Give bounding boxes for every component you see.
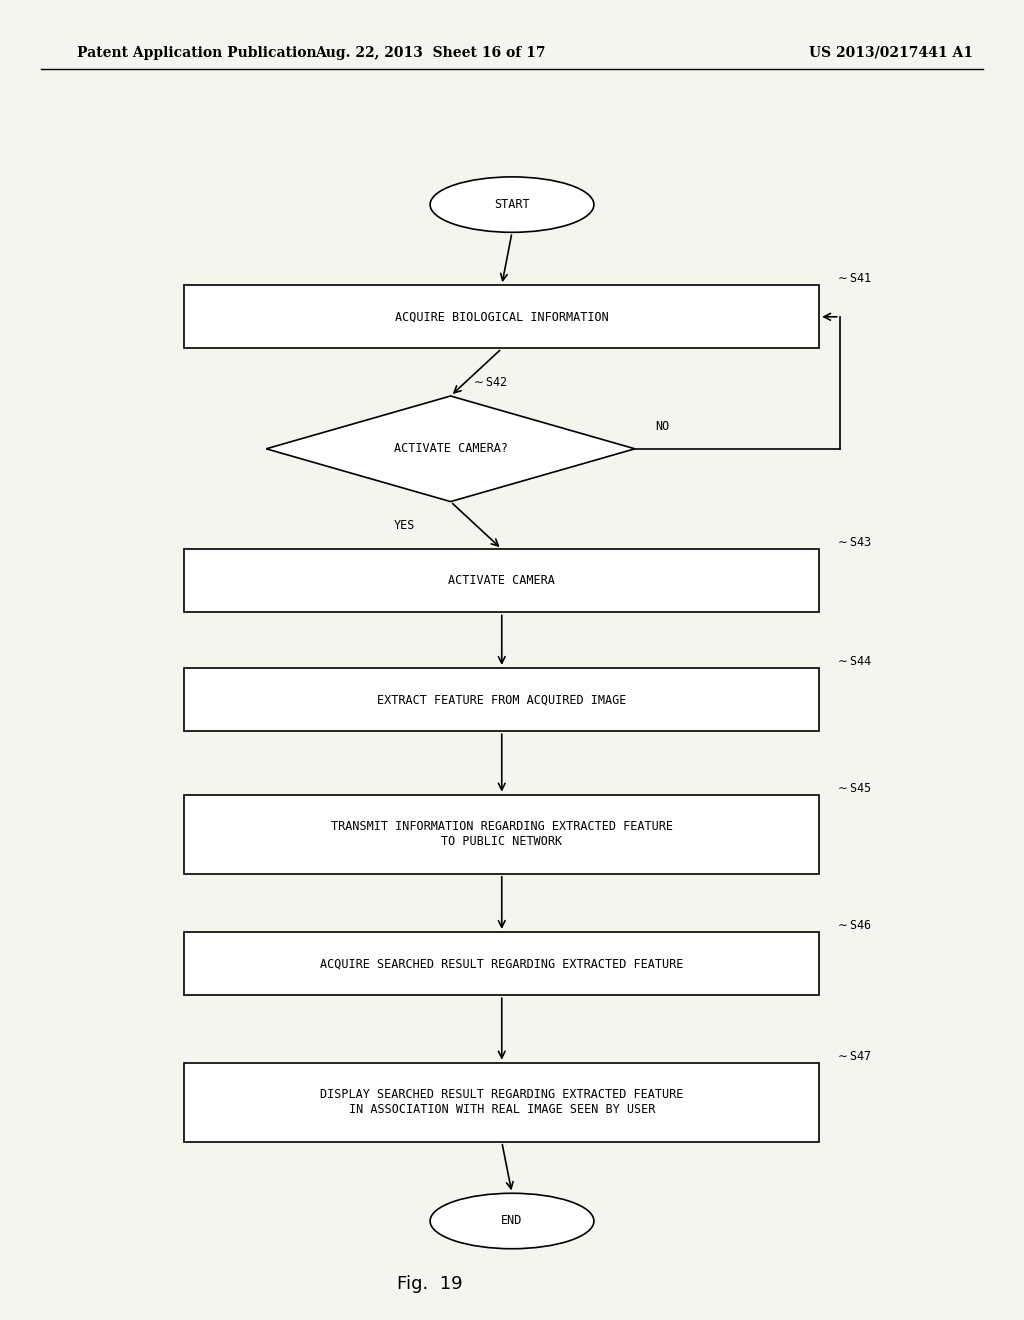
Bar bbox=[184, 668, 819, 731]
Text: $\sim$S41: $\sim$S41 bbox=[835, 272, 871, 285]
Text: ACQUIRE BIOLOGICAL INFORMATION: ACQUIRE BIOLOGICAL INFORMATION bbox=[395, 310, 608, 323]
Bar bbox=[184, 1063, 819, 1142]
Text: DISPLAY SEARCHED RESULT REGARDING EXTRACTED FEATURE
IN ASSOCIATION WITH REAL IMA: DISPLAY SEARCHED RESULT REGARDING EXTRAC… bbox=[321, 1088, 683, 1117]
Text: EXTRACT FEATURE FROM ACQUIRED IMAGE: EXTRACT FEATURE FROM ACQUIRED IMAGE bbox=[377, 693, 627, 706]
Bar bbox=[184, 932, 819, 995]
Text: $\sim$S47: $\sim$S47 bbox=[835, 1049, 871, 1063]
Ellipse shape bbox=[430, 1193, 594, 1249]
Text: $\sim$S45: $\sim$S45 bbox=[835, 781, 871, 795]
Text: Patent Application Publication: Patent Application Publication bbox=[77, 46, 316, 59]
Text: $\sim$S44: $\sim$S44 bbox=[835, 655, 871, 668]
Text: Fig.  19: Fig. 19 bbox=[397, 1275, 463, 1294]
Bar bbox=[184, 285, 819, 348]
Text: YES: YES bbox=[393, 519, 415, 532]
Text: END: END bbox=[502, 1214, 522, 1228]
Text: $\sim$S46: $\sim$S46 bbox=[835, 919, 871, 932]
Polygon shape bbox=[266, 396, 635, 502]
Text: US 2013/0217441 A1: US 2013/0217441 A1 bbox=[809, 46, 973, 59]
Ellipse shape bbox=[430, 177, 594, 232]
Text: ACQUIRE SEARCHED RESULT REGARDING EXTRACTED FEATURE: ACQUIRE SEARCHED RESULT REGARDING EXTRAC… bbox=[321, 957, 683, 970]
Text: NO: NO bbox=[655, 420, 670, 433]
Bar bbox=[184, 795, 819, 874]
Text: $\sim$S43: $\sim$S43 bbox=[835, 536, 871, 549]
Text: Aug. 22, 2013  Sheet 16 of 17: Aug. 22, 2013 Sheet 16 of 17 bbox=[314, 46, 546, 59]
Text: TRANSMIT INFORMATION REGARDING EXTRACTED FEATURE
TO PUBLIC NETWORK: TRANSMIT INFORMATION REGARDING EXTRACTED… bbox=[331, 820, 673, 849]
Text: START: START bbox=[495, 198, 529, 211]
Text: ACTIVATE CAMERA?: ACTIVATE CAMERA? bbox=[393, 442, 508, 455]
Text: ACTIVATE CAMERA: ACTIVATE CAMERA bbox=[449, 574, 555, 587]
Bar bbox=[184, 549, 819, 612]
Text: $\sim$S42: $\sim$S42 bbox=[471, 376, 508, 389]
